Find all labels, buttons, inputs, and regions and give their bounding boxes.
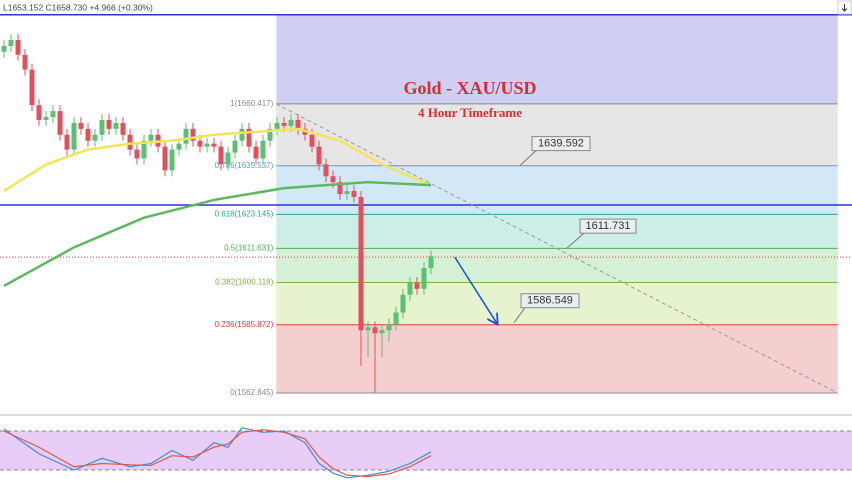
candle-body	[407, 282, 413, 295]
scroll-button[interactable]	[837, 0, 852, 15]
candle-body	[351, 191, 357, 197]
chart-subtitle: 4 Hour Timeframe	[418, 105, 522, 120]
candle-body	[50, 111, 56, 118]
candle-body	[323, 164, 329, 177]
fib-label: 0.786(1639.537)	[215, 161, 274, 170]
candle-body	[99, 119, 105, 135]
candle-body	[113, 122, 119, 129]
candle-body	[372, 327, 378, 334]
candle-body	[127, 134, 133, 150]
trendline	[276, 103, 838, 394]
candle-body	[22, 54, 28, 70]
candle-body	[183, 128, 189, 144]
candle-body	[246, 128, 252, 147]
candle-body	[141, 140, 147, 159]
candle-body	[281, 122, 287, 126]
fib-label: 0.5(1611.631)	[224, 244, 274, 253]
candle-body	[365, 327, 371, 331]
candle-body	[204, 143, 210, 147]
candle-body	[36, 105, 42, 120]
candle-body	[232, 140, 238, 153]
candle-body	[43, 117, 49, 120]
fib-label: 0(1562.845)	[230, 388, 273, 397]
fib-band	[276, 324, 838, 393]
fib-band	[276, 248, 838, 283]
candle-body	[190, 128, 196, 141]
callout-pointer	[566, 232, 585, 249]
fib-band	[276, 103, 838, 166]
candle-body	[162, 146, 168, 171]
callout-box	[531, 136, 591, 152]
candle-body	[57, 111, 63, 135]
candle-body	[260, 140, 266, 159]
candle-body	[64, 134, 70, 150]
arrow	[454, 256, 497, 323]
callout-pointer	[519, 150, 537, 166]
fib-label: 1(1660.417)	[230, 99, 273, 108]
price-pane: 1(1660.417) 0.786(1639.537) 0.618(1623.145…	[0, 14, 852, 397]
candle-body	[120, 122, 126, 135]
candle-body	[92, 134, 98, 141]
candle-body	[295, 119, 301, 129]
callout-pointer	[513, 307, 526, 324]
candle-body	[414, 282, 420, 289]
fib-label: 0.382(1600.118)	[215, 278, 273, 287]
candle-body	[8, 39, 14, 46]
fib-band	[276, 214, 838, 249]
candle-body	[393, 312, 399, 325]
candle-body	[253, 146, 259, 159]
candle-body	[71, 122, 77, 150]
fib-label: 0.236(1585.872)	[215, 320, 274, 329]
candle-body	[358, 196, 364, 331]
candle-body	[78, 122, 84, 129]
candle-body	[400, 294, 406, 313]
candle-body	[239, 128, 245, 141]
candle-body	[1, 45, 7, 52]
candle-body	[379, 330, 385, 334]
candle-body	[344, 191, 350, 195]
moving-average	[3, 127, 432, 193]
fib-label: 0.618(1623.145)	[215, 209, 274, 218]
callout-label: 1586.549	[527, 295, 573, 307]
candle-body	[106, 119, 112, 129]
candle-body	[309, 134, 315, 147]
candle-body	[288, 119, 294, 126]
candle-body	[225, 152, 231, 165]
candle-body	[197, 140, 203, 147]
chart-title: Gold - XAU/USD	[403, 78, 536, 98]
candle-body	[211, 143, 217, 147]
callout-label: 1611.731	[585, 220, 630, 232]
callout-box	[520, 293, 580, 309]
candle-body	[148, 134, 154, 141]
candle-body	[337, 182, 343, 195]
fib-band	[276, 165, 838, 215]
candle-body	[85, 128, 91, 141]
candle-body	[169, 149, 175, 171]
upper-zone	[276, 14, 838, 104]
oscillator-line	[3, 429, 432, 478]
candle-body	[29, 69, 35, 106]
oscillator-band	[0, 431, 852, 470]
candle-body	[218, 146, 224, 165]
candle-body	[386, 324, 392, 331]
oscillator-pane	[0, 427, 852, 479]
candle-body	[15, 39, 21, 55]
candle-body	[330, 176, 336, 183]
moving-average	[3, 180, 432, 287]
ohlc-readout: L1653.152 C1658.730 +4.966 (+0.30%)	[3, 2, 153, 12]
candle-body	[134, 149, 140, 159]
candle-body	[316, 146, 322, 165]
candle-body	[176, 143, 182, 150]
callout-label: 1639.592	[538, 138, 584, 150]
candle-body	[421, 268, 427, 289]
candle-body	[267, 128, 273, 141]
candle-body	[428, 256, 434, 269]
down-arrow-icon	[841, 4, 848, 12]
callout-box	[579, 218, 637, 234]
candle-body	[274, 122, 280, 129]
